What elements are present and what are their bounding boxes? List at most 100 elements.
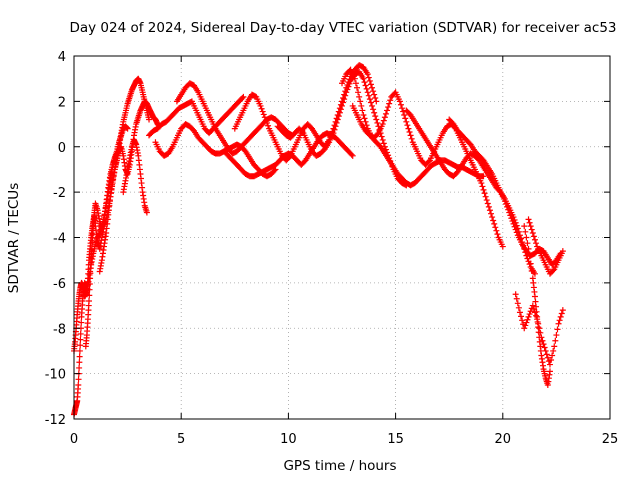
- data-point: [369, 102, 376, 109]
- data-point: [351, 75, 358, 82]
- data-point: [550, 347, 557, 354]
- data-point: [262, 117, 269, 124]
- data-point: [387, 97, 394, 104]
- data-point: [397, 101, 404, 108]
- data-point: [360, 75, 367, 82]
- data-point: [539, 337, 546, 344]
- data-point: [76, 364, 83, 371]
- data-points: [71, 62, 566, 418]
- data-point: [553, 332, 560, 339]
- data-point: [299, 129, 306, 136]
- data-point: [406, 129, 413, 136]
- x-tick-label: 25: [602, 432, 619, 447]
- data-point: [510, 220, 517, 227]
- chart-title: Day 024 of 2024, Sidereal Day-to-day VTE…: [69, 20, 616, 36]
- data-point: [523, 234, 530, 241]
- y-tick-label: 0: [58, 141, 66, 156]
- data-point: [506, 209, 513, 216]
- plot-frame: [73, 55, 611, 420]
- data-point: [480, 173, 487, 180]
- data-point: [509, 218, 516, 225]
- data-point: [342, 92, 349, 99]
- data-point: [425, 158, 432, 165]
- y-tick-labels: -12 -10 -8 -6 -4 -2 0 2 4: [45, 50, 66, 428]
- data-point: [521, 223, 528, 230]
- data-point: [527, 260, 534, 267]
- data-point: [77, 342, 84, 349]
- data-point: [343, 89, 350, 96]
- data-point: [516, 309, 523, 316]
- data-point: [124, 125, 131, 132]
- grid: [74, 56, 610, 419]
- data-point: [369, 84, 376, 91]
- data-point: [559, 307, 566, 314]
- data-point: [503, 201, 510, 208]
- data-point: [341, 96, 348, 103]
- data-point: [488, 210, 495, 217]
- data-point: [373, 98, 380, 105]
- data-point: [403, 118, 410, 125]
- data-point: [334, 116, 341, 123]
- data-point: [504, 203, 511, 210]
- data-point: [535, 324, 542, 331]
- data-point: [385, 104, 392, 111]
- data-point: [263, 119, 270, 126]
- data-point: [86, 286, 93, 293]
- data-point: [533, 240, 540, 247]
- data-point: [531, 236, 538, 243]
- data-point: [349, 152, 356, 159]
- data-point: [381, 114, 388, 121]
- data-point: [514, 300, 521, 307]
- data-point: [555, 320, 562, 327]
- data-point: [365, 74, 372, 81]
- data-point: [370, 106, 377, 113]
- data-point: [524, 316, 531, 323]
- data-point: [339, 102, 345, 109]
- data-point: [544, 354, 551, 361]
- data-point: [407, 132, 414, 139]
- series-arc7: [173, 80, 296, 157]
- data-point: [551, 343, 558, 350]
- series-arc17: [521, 223, 553, 388]
- data-point: [344, 86, 351, 93]
- data-point: [482, 193, 489, 200]
- data-point: [552, 337, 559, 344]
- data-point: [143, 209, 150, 216]
- data-point: [484, 200, 491, 207]
- data-point: [556, 317, 563, 324]
- data-point: [492, 224, 499, 231]
- data-point: [501, 198, 508, 205]
- x-tick-label: 15: [387, 432, 404, 447]
- y-tick-label: -12: [45, 413, 66, 428]
- data-point: [532, 298, 539, 305]
- data-point: [380, 117, 387, 124]
- data-point: [491, 220, 498, 227]
- x-tick-label: 20: [495, 432, 512, 447]
- data-point: [535, 329, 542, 336]
- data-point: [382, 110, 389, 117]
- data-point: [528, 267, 535, 274]
- data-point: [541, 344, 548, 351]
- x-axis-title: GPS time / hours: [283, 458, 396, 474]
- data-point: [360, 111, 367, 118]
- data-point: [522, 228, 529, 235]
- data-point: [524, 240, 531, 247]
- data-point: [331, 126, 338, 133]
- data-point: [525, 313, 532, 320]
- data-point: [525, 245, 532, 252]
- data-point: [531, 293, 538, 300]
- y-tick-label: 2: [58, 95, 66, 110]
- data-point: [499, 243, 506, 250]
- data-point: [362, 82, 369, 89]
- data-point: [146, 116, 153, 123]
- data-point: [530, 233, 537, 240]
- data-point: [260, 111, 267, 118]
- data-point: [512, 291, 519, 298]
- data-point: [367, 81, 374, 88]
- data-point: [372, 94, 379, 101]
- data-point: [355, 89, 362, 96]
- data-point: [258, 105, 265, 112]
- data-point: [239, 94, 246, 101]
- data-point: [543, 351, 550, 358]
